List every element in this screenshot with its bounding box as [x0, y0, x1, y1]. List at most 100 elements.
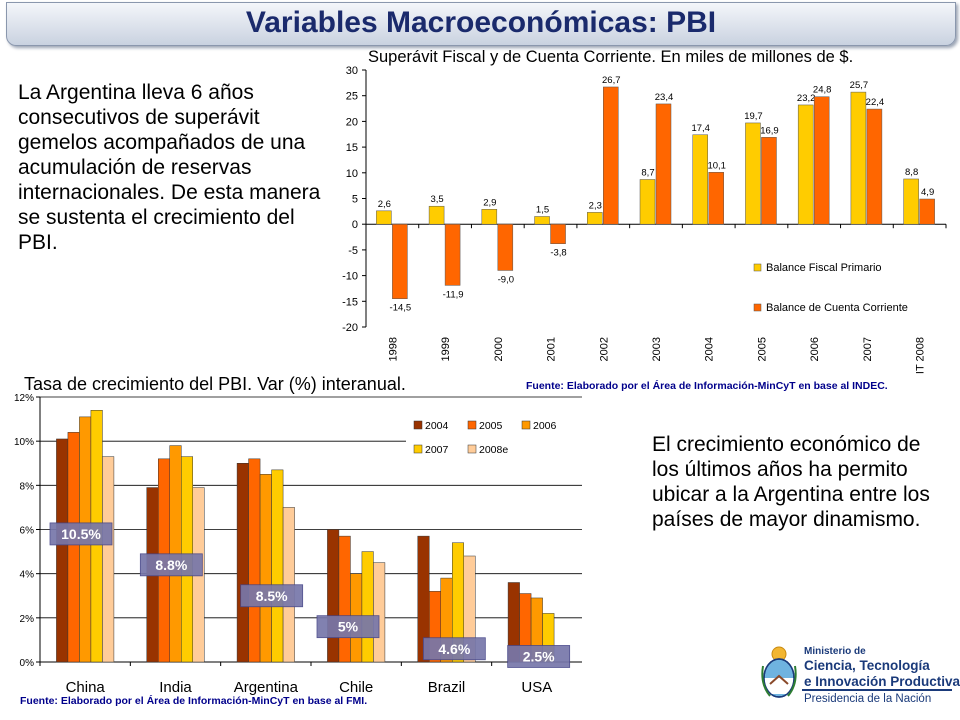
chart2-legend-swatch — [521, 420, 531, 430]
chart1-bar — [376, 210, 392, 225]
chart1-data-label: 19,7 — [744, 111, 763, 122]
chart1-bar — [903, 178, 919, 225]
chart2-average-badge — [139, 553, 203, 577]
chart1-y-tick-label: -5 — [348, 245, 358, 257]
chart1-bar — [761, 137, 777, 225]
chart2-legend-swatch — [467, 420, 477, 430]
chart2-bar — [361, 551, 374, 663]
chart1-data-label: 25,7 — [850, 80, 869, 91]
chart2-legend-label: 2004 — [425, 420, 449, 432]
logo-line-4: Presidencia de la Nación — [804, 693, 932, 705]
chart2-bar — [271, 469, 284, 663]
chart1-bar — [392, 223, 408, 299]
chart2-y-tick-label: 0% — [20, 658, 35, 669]
chart2-bar — [463, 555, 476, 663]
chart2-y-tick-label: 8% — [20, 481, 35, 492]
chart1-x-tick-label: 2005 — [756, 337, 768, 361]
chart1-data-label: 10,1 — [707, 160, 726, 171]
chart2-average-badge — [316, 615, 380, 639]
chart1-data-label: 26,7 — [602, 75, 621, 86]
chart1-bar — [850, 91, 867, 225]
chart1-data-label: 23,2 — [797, 93, 816, 104]
chart1-legend-swatch — [753, 263, 762, 272]
chart2-legend-swatch — [413, 444, 423, 454]
chart1-bar — [497, 223, 514, 271]
chart1-legend-label: Balance de Cuenta Corriente — [766, 302, 908, 314]
chart1-data-label: 8,8 — [905, 167, 918, 178]
chart2-legend-label: 2008e — [479, 444, 508, 456]
chart1-x-tick-label: 2000 — [493, 337, 505, 361]
chart1-bar — [444, 223, 461, 286]
chart1-bar — [639, 179, 656, 225]
chart1-bar — [550, 223, 566, 244]
logo-divider — [802, 689, 952, 691]
chart2-average-label: 10.5% — [61, 526, 101, 542]
chart1-bar — [428, 205, 445, 225]
chart1-data-label: 17,4 — [691, 123, 710, 134]
chart2-average-label: 4.6% — [438, 641, 470, 657]
chart1-title: Superávit Fiscal y de Cuenta Corriente. … — [368, 48, 854, 66]
chart1-bar — [813, 96, 830, 225]
chart2-y-tick-label: 6% — [20, 526, 35, 537]
chart1-x-tick-label: 2004 — [704, 337, 716, 361]
logo-line-1: Ministerio de — [804, 646, 866, 657]
chart1-y-tick-label: 20 — [346, 116, 358, 128]
chart2-title: Tasa de crecimiento del PBI. Var (%) int… — [24, 374, 406, 394]
chart1-y-tick-label: 25 — [346, 91, 358, 103]
chart1-y-tick-label: -15 — [342, 296, 358, 308]
chart1-bar — [866, 108, 883, 225]
chart1-y-tick-label: 10 — [346, 168, 358, 180]
chart2-legend-label: 2007 — [425, 444, 449, 456]
chart1-bar — [534, 216, 550, 225]
chart1-y-tick-label: 30 — [346, 65, 358, 77]
chart1-legend-swatch — [753, 303, 762, 312]
chart1-x-tick-label: 2001 — [546, 337, 558, 361]
chart1-x-tick-label: 2002 — [598, 337, 610, 361]
logo-line-2: Ciencia, Tecnología — [804, 658, 930, 673]
chart1-x-tick-label: IT 2008 — [915, 337, 927, 374]
chart1-legend-label: Balance Fiscal Primario — [766, 262, 882, 274]
chart1-x-tick-label: 2006 — [809, 337, 821, 361]
chart1-y-tick-label: -10 — [342, 271, 358, 283]
chart2-average-badge — [507, 645, 571, 668]
chart2-bar — [338, 535, 351, 663]
chart1-y-tick-label: 0 — [352, 219, 358, 231]
source-top: Fuente: Elaborado por el Área de Informa… — [526, 380, 888, 392]
coat-of-arms-icon — [761, 646, 797, 698]
chart1-data-label: 16,9 — [760, 125, 779, 136]
chart1-bar — [692, 134, 708, 225]
chart1-data-label: -14,5 — [390, 303, 412, 314]
chart2-average-label: 5% — [338, 619, 359, 635]
chart2-bar — [236, 463, 249, 663]
chart2-x-tick-label: China — [66, 679, 106, 696]
chart2-legend-swatch — [467, 444, 477, 454]
chart2-average-label: 8.5% — [256, 588, 288, 604]
chart1-data-label: 23,4 — [655, 92, 674, 103]
chart1-data-label: 22,4 — [866, 97, 885, 108]
conclusion-text: El crecimiento económico de los últimos … — [652, 433, 930, 531]
title-bar: Variables Macroeconómicas: PBI — [6, 2, 956, 46]
chart2-x-tick-label: Brazil — [428, 679, 466, 696]
chart1-data-label: -11,9 — [443, 289, 464, 300]
chart1-data-label: 2,9 — [483, 197, 496, 208]
chart2-bar — [373, 562, 386, 663]
intro-text: La Argentina lleva 6 años consecutivos d… — [18, 81, 321, 254]
chart2-bar — [67, 432, 80, 663]
chart2-x-tick-label: USA — [521, 679, 552, 696]
chart1-data-label: 24,8 — [813, 85, 832, 96]
chart1-data-label: 1,5 — [536, 204, 549, 215]
chart1-data-label: 4,9 — [921, 187, 934, 198]
chart1-data-label: -3,8 — [550, 248, 566, 259]
chart1-bar — [481, 209, 498, 225]
chart2-average-badge — [240, 584, 304, 608]
chart1-bar — [708, 172, 724, 225]
chart1-y-tick-label: 5 — [352, 194, 358, 206]
chart1-bar — [603, 86, 619, 225]
chart2-average-label: 2.5% — [523, 648, 555, 664]
chart2-bar — [327, 529, 340, 663]
page-title: Variables Macroeconómicas: PBI — [245, 6, 717, 39]
chart2-legend-box — [406, 412, 584, 464]
chart1-data-label: -9,0 — [498, 274, 514, 285]
chart1-y-tick-label: 15 — [346, 142, 358, 154]
